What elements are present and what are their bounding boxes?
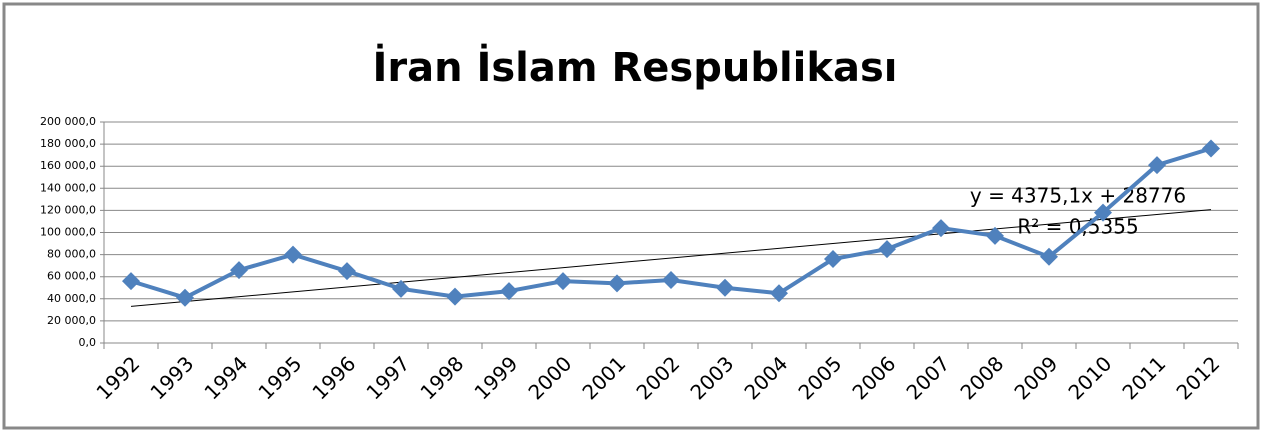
y-tick-label: 20 000,0	[47, 314, 96, 327]
data-point	[824, 250, 842, 269]
y-tick-label: 180 000,0	[40, 137, 96, 150]
data-point	[338, 262, 356, 281]
y-tick-label: 40 000,0	[47, 292, 96, 305]
data-point	[662, 271, 680, 290]
data-point	[986, 226, 1004, 245]
data-point	[230, 261, 248, 280]
data-point	[608, 274, 626, 293]
data-point	[392, 279, 410, 298]
data-point	[500, 282, 518, 301]
data-point	[878, 240, 896, 259]
trend-equation: y = 4375,1x + 28776	[970, 184, 1186, 208]
y-tick-label: 60 000,0	[47, 270, 96, 283]
data-point	[1094, 203, 1112, 222]
y-tick-label: 80 000,0	[47, 248, 96, 261]
data-point	[1148, 156, 1166, 175]
y-tick-label: 160 000,0	[40, 159, 96, 172]
trendline	[130, 209, 1212, 307]
data-point	[932, 219, 950, 238]
data-point	[122, 272, 140, 291]
y-tick-label: 120 000,0	[40, 203, 96, 216]
y-tick-label: 0,0	[79, 336, 97, 349]
y-tick-label: 100 000,0	[40, 226, 96, 239]
data-point	[716, 278, 734, 297]
chart-title: İran İslam Respublikası	[372, 43, 897, 91]
y-tick-label: 200 000,0	[40, 115, 96, 128]
data-point	[554, 272, 572, 291]
data-point	[770, 284, 788, 303]
data-point	[1202, 139, 1220, 158]
data-point	[176, 288, 194, 307]
y-tick-label: 140 000,0	[40, 181, 96, 194]
data-point	[284, 245, 302, 264]
data-point	[1040, 247, 1058, 266]
data-point	[446, 287, 464, 306]
